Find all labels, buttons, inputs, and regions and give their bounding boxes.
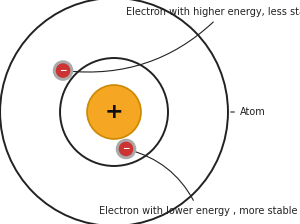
Text: Electron with higher energy, less stable: Electron with higher energy, less stable — [66, 7, 300, 72]
Text: Electron with lower energy , more stable: Electron with lower energy , more stable — [99, 150, 298, 215]
Circle shape — [53, 61, 73, 80]
Circle shape — [119, 142, 133, 155]
Circle shape — [87, 85, 141, 139]
Circle shape — [116, 139, 136, 159]
Text: Atom: Atom — [231, 107, 266, 117]
Text: +: + — [105, 102, 123, 122]
Text: −: − — [122, 144, 130, 153]
Text: −: − — [59, 66, 67, 75]
Circle shape — [56, 64, 70, 77]
